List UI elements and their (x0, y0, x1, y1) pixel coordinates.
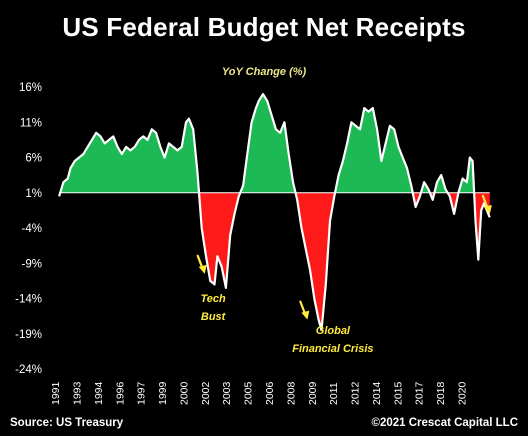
annotation-text: Tech (200, 293, 226, 305)
x-tick-label: 1999 (157, 381, 169, 405)
y-tick-label: 1% (25, 188, 42, 200)
y-tick-label: -4% (22, 223, 42, 235)
x-tick-label: 1991 (50, 381, 62, 405)
y-tick-label: 16% (19, 82, 42, 94)
y-tick-label: -24% (15, 364, 42, 376)
arrow-icon (196, 254, 207, 274)
chart-title: US Federal Budget Net Receipts (62, 12, 466, 42)
annotations: Tech Bust Global Financial Crisis (196, 194, 492, 355)
annotation-text: Financial Crisis (292, 343, 373, 355)
y-tick-label: -19% (15, 329, 42, 341)
x-tick-label: 2012 (350, 381, 362, 405)
y-axis: 16% 11% 6% 1% -4% -9% -14% -19% -24% (15, 82, 42, 376)
arrow-icon (299, 300, 310, 320)
x-tick-label: 2020 (456, 381, 468, 405)
positive-area (458, 157, 475, 193)
positive-area (60, 118, 200, 193)
x-tick-label: 1994 (93, 381, 105, 405)
x-tick-label: 2017 (414, 381, 426, 405)
negative-area (295, 192, 335, 331)
positive-area (240, 94, 296, 193)
series-line (58, 93, 491, 332)
negative-area (199, 192, 241, 288)
x-axis: 1991 1993 1994 1996 1997 1999 2000 2002 2003 2005… (50, 381, 468, 405)
source-note: Source: US Treasury (10, 417, 124, 429)
x-tick-label: 2002 (200, 381, 212, 405)
series-line-path (58, 93, 491, 332)
copyright-note: ©2021 Crescat Capital LLC (371, 417, 518, 429)
area-fill (59, 94, 490, 331)
x-tick-label: 2015 (392, 381, 404, 405)
positive-area (420, 182, 430, 193)
x-tick-label: 2011 (328, 382, 340, 405)
y-tick-label: -14% (15, 294, 42, 306)
x-tick-label: 2006 (264, 381, 276, 405)
x-tick-label: 2005 (243, 381, 255, 405)
x-tick-label: 2008 (285, 381, 297, 405)
annotation-text: Bust (201, 311, 227, 323)
x-tick-label: 1993 (72, 381, 84, 405)
x-tick-label: 1996 (114, 381, 126, 405)
x-tick-label: 2014 (371, 381, 383, 405)
annotation-text: Global (316, 325, 351, 337)
x-tick-label: 1997 (136, 381, 148, 405)
x-tick-label: 2000 (178, 381, 190, 405)
x-tick-label: 2018 (435, 381, 447, 405)
x-tick-label: 2003 (221, 381, 233, 405)
y-tick-label: -9% (22, 258, 42, 270)
y-tick-label: 6% (25, 153, 42, 165)
x-tick-label: 2009 (307, 381, 319, 405)
arrow-icon (481, 194, 492, 214)
chart-subtitle: YoY Change (%) (221, 66, 307, 78)
y-tick-label: 11% (20, 117, 42, 129)
